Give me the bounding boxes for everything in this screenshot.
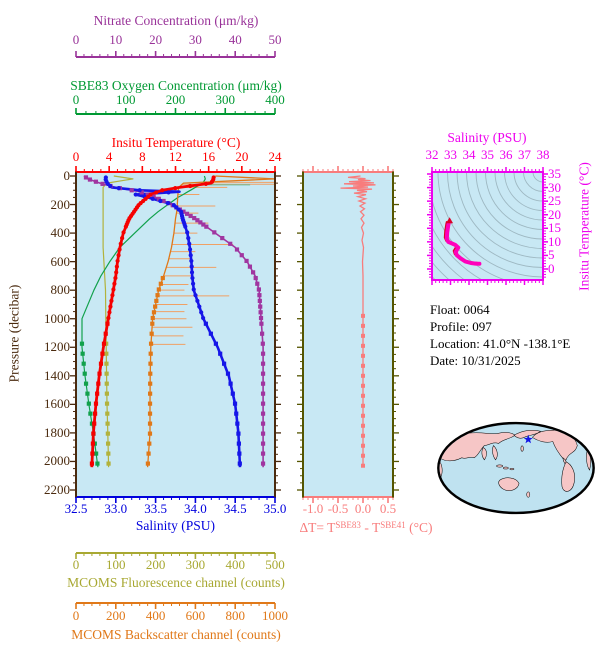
tick-label: 20 <box>149 32 163 47</box>
tick-label: 35 <box>548 165 561 181</box>
float-location-star <box>523 434 533 444</box>
tick-label: 600 <box>185 608 206 623</box>
tick-label: 8 <box>139 149 146 164</box>
tick-label: 300 <box>185 557 206 572</box>
tick-label: 0 <box>72 608 80 623</box>
tick-label: 5 <box>548 247 555 263</box>
tick-label: 1600 <box>44 396 70 412</box>
delta-t-label-part: - T <box>360 520 381 535</box>
tick-label: 400 <box>225 557 245 572</box>
delta-t-axis-title: ΔT= TSBE83 - TSBE41 (°C) <box>281 518 451 535</box>
nitrate-axis-title: Nitrate Concentration (μm/kg) <box>93 13 259 28</box>
tick-label: 0 <box>72 149 80 164</box>
tick-label: 4 <box>105 149 113 164</box>
tick-label: 15 <box>548 220 561 236</box>
tick-label: 33.0 <box>104 501 128 516</box>
tick-label: 20 <box>235 149 249 164</box>
tick-label: 40 <box>228 32 242 47</box>
tick-label: 38 <box>536 147 550 162</box>
delta-t-label-part: (°C) <box>405 520 433 535</box>
tick-label: 24 <box>268 149 282 164</box>
tick-label: 200 <box>165 92 186 107</box>
map-land <box>439 429 591 498</box>
tick-label: 30 <box>548 179 561 195</box>
tick-label: 20 <box>548 206 561 222</box>
salinity-axis-title: Salinity (PSU) <box>135 518 216 533</box>
tick-label: 1800 <box>44 424 70 440</box>
tick-label: 200 <box>106 608 126 623</box>
tick-label: 10 <box>109 32 123 47</box>
tick-label: 33.5 <box>144 501 167 516</box>
tick-label: 400 <box>50 225 71 241</box>
tick-label: 100 <box>116 92 136 107</box>
tick-label: 0 <box>548 261 555 276</box>
tick-label: 800 <box>50 282 71 298</box>
tick-label: 1200 <box>44 339 70 355</box>
tick-label: 35.0 <box>263 501 287 516</box>
tick-label: 800 <box>225 608 245 623</box>
tick-label: 32 <box>425 147 439 162</box>
delta-t-label-sup1: SBE83 <box>335 520 361 530</box>
temperature-axis-title: Insitu Temperature (°C) <box>111 135 241 150</box>
tick-label: 1000 <box>262 608 288 623</box>
tick-label: -1.0 <box>302 501 324 516</box>
ts-temperature-axis-title: Insitu Temperature (°C) <box>576 162 592 291</box>
tick-label: 1000 <box>44 310 70 326</box>
tick-label: 10 <box>548 233 561 249</box>
tick-label: 400 <box>265 92 285 107</box>
info-float: Float: 0064 <box>430 302 490 317</box>
tick-label: 35 <box>481 147 494 162</box>
info-date: Date: 10/31/2025 <box>430 353 521 368</box>
tick-label: -0.5 <box>327 501 349 516</box>
tick-label: 37 <box>518 147 531 162</box>
tick-label: 32.5 <box>64 501 88 516</box>
tick-label: 34.0 <box>184 501 207 516</box>
tick-label: 36 <box>499 147 513 162</box>
pressure-axis-title: Pressure (decibar) <box>6 284 22 383</box>
tick-label: 100 <box>106 557 126 572</box>
oxygen-axis-title: SBE83 Oxygen Concentration (μm/kg) <box>70 78 282 93</box>
tick-label: 0 <box>72 92 80 107</box>
tick-label: 34.5 <box>223 501 247 516</box>
info-profile: Profile: 097 <box>430 319 492 334</box>
tick-label: 16 <box>202 149 216 164</box>
tick-label: 0 <box>72 32 80 47</box>
tick-label: 200 <box>145 557 166 572</box>
delta-t-label-sup2: SBE41 <box>380 520 406 530</box>
tick-label: 33 <box>444 147 457 162</box>
world-map <box>437 421 595 515</box>
tick-label: 300 <box>215 92 236 107</box>
info-location: Location: 41.0°N -138.1°E <box>430 336 571 351</box>
tick-label: 600 <box>50 253 71 269</box>
tick-label: 0 <box>63 168 71 183</box>
backscatter-axis-title: MCOMS Backscatter channel (counts) <box>71 627 281 642</box>
tick-label: 34 <box>462 147 476 162</box>
tick-label: 200 <box>50 196 71 212</box>
fluorescence-axis-title: MCOMS Fluorescence channel (counts) <box>67 575 285 590</box>
tick-label: 30 <box>188 32 202 47</box>
tick-label: 0 <box>72 557 80 572</box>
tick-label: 0.0 <box>354 501 372 516</box>
tick-label: 2000 <box>44 453 70 469</box>
tick-label: 0.5 <box>379 501 397 516</box>
tick-label: 500 <box>265 557 285 572</box>
tick-label: 400 <box>145 608 166 623</box>
delta-t-label-part: ΔT= T <box>299 520 336 535</box>
tick-label: 50 <box>268 32 282 47</box>
tick-label: 25 <box>548 193 561 209</box>
tick-label: 2200 <box>44 481 70 497</box>
tick-label: 1400 <box>44 367 70 383</box>
tick-label: 12 <box>169 149 182 164</box>
ts-salinity-axis-title: Salinity (PSU) <box>447 130 527 145</box>
